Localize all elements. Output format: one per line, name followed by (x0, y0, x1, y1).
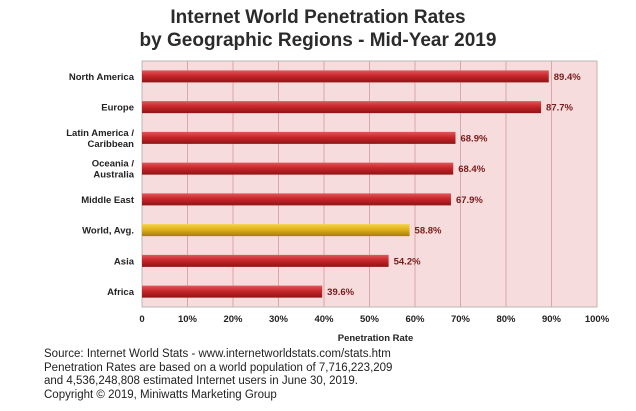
bar (142, 70, 549, 83)
category-label: World, Avg. (82, 226, 134, 237)
value-label: 54.2% (394, 256, 421, 267)
category-label: Asia (114, 256, 135, 267)
bar (142, 131, 456, 144)
source-line-3: and 4,536,248,808 estimated Internet use… (44, 375, 358, 388)
source-line-2: Penetration Rates are based on a world p… (44, 361, 393, 374)
value-label: 89.4% (554, 72, 581, 83)
value-label: 39.6% (327, 287, 354, 298)
value-label: 58.8% (415, 226, 442, 237)
value-label: 68.9% (460, 133, 487, 144)
chart-title-line-2: by Geographic Regions - Mid-Year 2019 (139, 30, 497, 51)
x-axis-label: Penetration Rate (338, 333, 414, 344)
x-tick-label: 30% (269, 314, 289, 325)
value-label: 68.4% (458, 164, 485, 175)
source-line-4: Copyright © 2019, Miniwatts Marketing Gr… (44, 388, 277, 401)
bar (142, 101, 542, 114)
category-label: Middle East (81, 195, 135, 206)
source-line-1: Source: Internet World Stats - www.inter… (44, 348, 391, 360)
x-tick-label: 20% (223, 314, 243, 325)
bar (142, 254, 389, 267)
chart-title: Internet World Penetration Rates by Geog… (0, 6, 636, 52)
bar (142, 285, 323, 298)
source-note: Source: Internet World Stats - www.inter… (44, 348, 604, 402)
bar (142, 193, 451, 206)
x-tick-label: 90% (542, 314, 562, 325)
category-label: Oceania / Australia (92, 159, 135, 181)
x-tick-label: 60% (405, 314, 425, 325)
value-label: 87.7% (546, 103, 573, 114)
value-label: 67.9% (456, 195, 483, 206)
x-tick-label: 70% (451, 314, 471, 325)
category-label: Africa (107, 287, 135, 298)
x-tick-label: 40% (314, 314, 334, 325)
x-tick-label: 50% (360, 314, 380, 325)
x-tick-label: 80% (496, 314, 516, 325)
chart-title-line-1: Internet World Penetration Rates (170, 7, 466, 28)
bar-chart: 0 10% 20% 30% 40% 50% 60% 70% 80% 90% 100% Penetrat… (66, 60, 610, 344)
x-tick-label: 100% (585, 314, 610, 325)
x-tick-label: 10% (178, 314, 198, 325)
x-tick-label: 0 (139, 314, 144, 325)
category-label: Europe (101, 103, 134, 114)
bar (142, 224, 410, 237)
bar (142, 162, 454, 175)
category-label: North America (69, 72, 135, 83)
category-label: Latin America / Caribbean (66, 128, 134, 150)
